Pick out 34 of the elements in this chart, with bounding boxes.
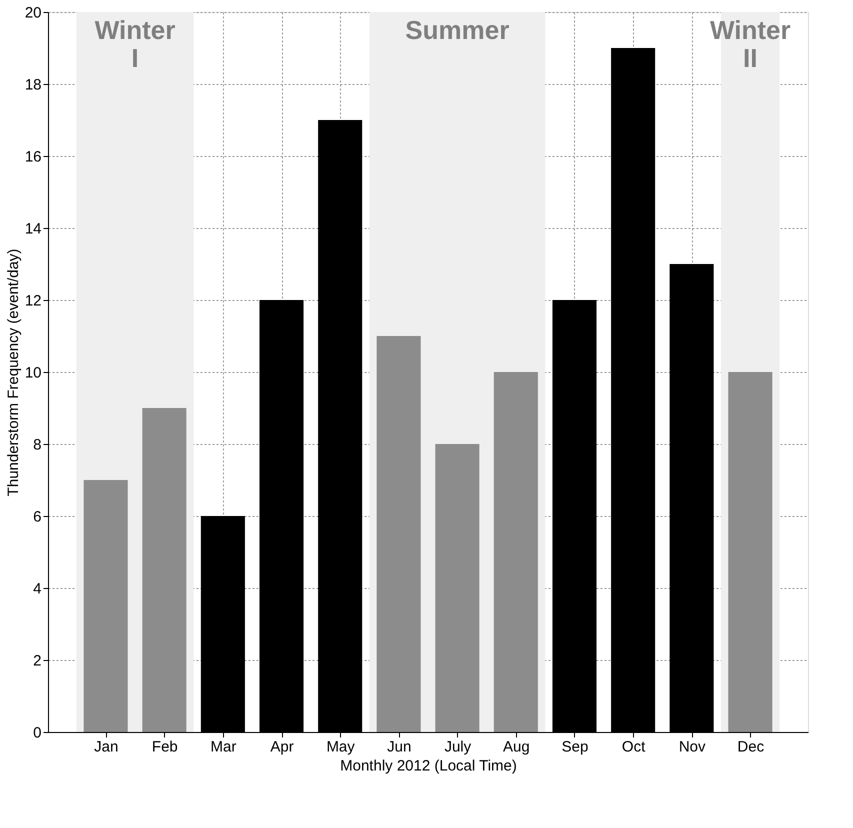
- bar: [728, 372, 772, 732]
- x-tick-label: July: [444, 738, 472, 756]
- y-tick-label: 0: [33, 724, 42, 742]
- y-tick-label: 8: [33, 436, 42, 454]
- x-tick-label: Jan: [94, 738, 118, 756]
- y-tick-label: 6: [33, 508, 42, 526]
- bar: [494, 372, 538, 732]
- y-tick-label: 12: [24, 292, 42, 310]
- x-axis-title: Monthly 2012 (Local Time): [340, 758, 517, 774]
- bar: [142, 408, 186, 732]
- x-tick-label: Aug: [503, 738, 530, 756]
- band-label: Winter II: [710, 15, 791, 73]
- bar: [84, 480, 128, 732]
- x-tick-label: Sep: [562, 738, 588, 756]
- band-label: Winter I: [94, 15, 176, 73]
- x-tick-label: Apr: [270, 738, 294, 756]
- x-tick-label: Oct: [622, 738, 646, 756]
- x-tick-label: Dec: [737, 738, 765, 756]
- bar: [376, 336, 421, 732]
- x-tick-label: Mar: [210, 738, 236, 756]
- y-axis-title: Thunderstorm Frequency (event/day): [4, 248, 22, 496]
- y-tick-label: 16: [24, 148, 42, 166]
- y-tick-label: 10: [24, 364, 42, 382]
- bar: [435, 444, 480, 732]
- x-tick-label: Nov: [678, 738, 706, 756]
- x-tick-label: Jun: [387, 738, 412, 756]
- x-tick-label: Feb: [152, 738, 178, 756]
- y-tick-label: 20: [24, 4, 42, 22]
- y-tick-label: 4: [33, 580, 42, 598]
- band-label: Summer: [405, 15, 510, 45]
- x-tick-label: May: [326, 738, 356, 756]
- y-tick-label: 14: [24, 220, 42, 238]
- y-tick-label: 18: [24, 76, 42, 94]
- y-tick-label: 2: [33, 652, 42, 670]
